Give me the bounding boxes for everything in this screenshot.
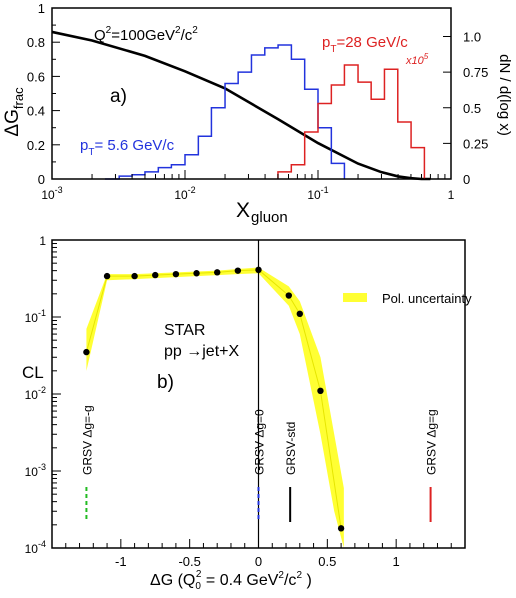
y-right-tick-label: 0.5 xyxy=(463,101,481,116)
y-tick-label: 1 xyxy=(38,1,45,16)
x-tick-label: 10-2 xyxy=(174,185,195,202)
x-tick-label: 1 xyxy=(448,188,455,202)
x-tick-label: 1 xyxy=(393,554,400,569)
cl-point xyxy=(296,310,303,318)
x-tick-label: 0 xyxy=(255,554,262,569)
y-tick-label: 1 xyxy=(39,234,46,248)
panel-b: GRSV Δg=-g GRSV Δg=0 GRSV-std GRSV Δg=g -1 -… xyxy=(22,234,472,592)
cl-point xyxy=(255,266,262,274)
histogram-pt-28 xyxy=(277,64,426,179)
grsv-marker-label: GRSV Δg=g xyxy=(425,409,439,475)
cl-point xyxy=(214,269,221,276)
pt-high-annotation: pT=28 GeV/c xyxy=(322,34,408,55)
pt-low-annotation: pT= 5.6 GeV/c xyxy=(80,137,175,158)
y-tick-label: 0.4 xyxy=(27,104,45,119)
cl-point xyxy=(103,272,111,280)
y-tick-label: 0.8 xyxy=(27,35,45,50)
x-tick-label: -1 xyxy=(115,554,127,569)
x-tick-label: 10-1 xyxy=(307,185,328,202)
delta-g-curve xyxy=(51,30,431,181)
y-tick-label: 10-1 xyxy=(25,308,46,325)
cl-point xyxy=(131,272,138,280)
x-tick-label: 0.5 xyxy=(318,554,336,569)
y-right-tick-label: 0 xyxy=(463,172,470,187)
cl-point xyxy=(317,387,324,395)
grsv-marker-label: GRSV Δg=0 xyxy=(253,409,267,475)
star-label: STAR xyxy=(164,322,205,339)
cl-point xyxy=(337,525,345,532)
y-tick-label: 10-4 xyxy=(25,539,46,556)
legend-swatch xyxy=(343,293,367,302)
x-tick-label: -0.5 xyxy=(178,554,200,569)
panel-b-label: b) xyxy=(157,372,174,393)
scale-annotation: x105 xyxy=(405,52,429,67)
y-right-tick-label: 1.0 xyxy=(463,30,481,45)
cl-point xyxy=(152,271,159,279)
y-right-tick-label: 0.25 xyxy=(463,136,488,151)
uncertainty-band xyxy=(86,267,344,548)
panel-b-ylabel: CL xyxy=(22,363,44,382)
panel-a-ylabel-right: dN / d(log x) xyxy=(496,54,513,136)
cl-point xyxy=(234,267,242,274)
band-center-line xyxy=(85,269,342,529)
panel-a: 10-3 10-2 10-1 1 0 0.2 0.4 0.6 0.8 1 0 0.25 0.5 0.7… xyxy=(2,1,513,226)
y-tick-label: 0.2 xyxy=(27,138,45,153)
cl-point xyxy=(172,270,180,278)
panel-a-ylabel-left: ΔGfrac xyxy=(2,87,26,137)
y-tick-label: 10-3 xyxy=(25,462,46,479)
cl-point xyxy=(285,292,292,299)
legend-label: Pol. uncertainty xyxy=(382,291,472,306)
panel-a-xlabel: Xgluon xyxy=(236,199,288,226)
y-right-tick-label: 0.75 xyxy=(463,65,488,80)
cl-point xyxy=(193,270,200,277)
histogram-pt-5-6 xyxy=(104,44,346,180)
q2-annotation: Q2=100GeV2/c2 xyxy=(94,25,198,44)
x-tick-label: 10-3 xyxy=(41,185,62,202)
y-tick-label: 0 xyxy=(38,172,45,187)
y-tick-label: 0.6 xyxy=(27,69,45,84)
panel-b-xlabel: ΔG (Q02 = 0.4 GeV2/c2 ) xyxy=(150,569,312,592)
panel-a-label: a) xyxy=(110,86,127,107)
y-tick-label: 10-2 xyxy=(25,385,46,402)
grsv-marker-label: GRSV-std xyxy=(284,422,298,475)
grsv-marker-label: GRSV Δg=-g xyxy=(80,405,94,475)
cl-point xyxy=(83,348,90,356)
process-label: pp →jet+X xyxy=(164,343,239,360)
